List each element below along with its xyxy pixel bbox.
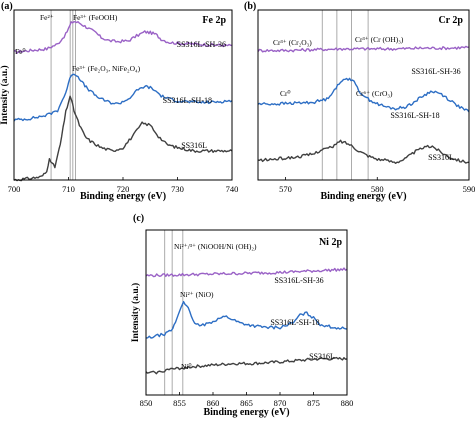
peak-annotation: Fe²⁺	[40, 13, 54, 22]
y-axis-label: Intensity (a.u.)	[0, 65, 10, 124]
x-tick-label: 720	[117, 184, 130, 194]
x-tick-label: 880	[341, 398, 354, 408]
peak-annotation: Cr⁶⁺ (CrO₃)	[356, 89, 393, 98]
x-axis-label: Binding energy (eV)	[80, 191, 166, 202]
plot-frame	[257, 9, 470, 181]
series-label: SS316L	[428, 153, 454, 162]
x-axis-label: Binding energy (eV)	[320, 191, 406, 202]
panel-title: Ni 2p	[319, 237, 343, 248]
peak-annotation: Ni²⁺ (NiO)	[180, 290, 214, 299]
x-tick-label: 700	[8, 184, 21, 194]
x-axis-label: Binding energy (eV)	[203, 407, 289, 418]
series-line-ss316l	[145, 356, 348, 375]
x-tick-label: 570	[279, 184, 292, 194]
y-axis-label: Intensity (a.u.)	[130, 283, 141, 342]
x-tick-label: 710	[62, 184, 75, 194]
series-line-ss316l	[13, 95, 233, 182]
peak-annotation: Fe⁰	[15, 47, 26, 56]
peak-annotation: Fe³⁺ (Fe₂O₃, NiFe₂O₄)	[72, 64, 141, 73]
peak-annotation: Cr³⁺ (Cr₂O₃)	[273, 38, 312, 47]
x-tick-label: 865	[240, 398, 253, 408]
series-line-ss316l-sh-18	[145, 300, 348, 339]
panel-label: (c)	[133, 213, 144, 224]
panel-title: Fe 2p	[202, 15, 226, 26]
x-tick-label: 580	[371, 184, 384, 194]
series-line-ss316l-sh-36	[257, 45, 469, 53]
x-tick-label: 860	[207, 398, 220, 408]
x-tick-label: 850	[140, 398, 153, 408]
series-label: SS316L-SH-18	[270, 318, 319, 327]
series-label: SS316L-SH-36	[177, 40, 226, 49]
series-label: SS316L-SH-18	[163, 96, 212, 105]
series-label: SS316L-SH-36	[274, 276, 323, 285]
plot-frame	[145, 229, 348, 396]
series-line-ss316l-sh-18	[13, 73, 233, 122]
series-label: SS316L-SH-18	[390, 111, 439, 120]
panel-label: (b)	[244, 1, 256, 12]
series-label: SS316L	[309, 352, 335, 361]
peak-annotation: Cr⁰	[280, 89, 291, 98]
panel-title: Cr 2p	[438, 15, 463, 26]
peak-annotation: Cr³⁺ (Cr (OH)₃)	[355, 35, 404, 44]
peak-annotation: Ni²⁺/³⁺ (NiOOH/Ni (OH)₂)	[174, 242, 257, 251]
series-line-ss316l-sh-18	[257, 77, 470, 113]
x-tick-label: 875	[307, 398, 320, 408]
series-label: SS316L	[181, 141, 207, 150]
x-tick-label: 740	[226, 184, 239, 194]
x-tick-label: 870	[274, 398, 287, 408]
panel-label: (a)	[1, 1, 13, 12]
series-line-ss316l-sh-36	[145, 267, 348, 278]
x-tick-label: 855	[173, 398, 186, 408]
x-tick-label: 590	[463, 184, 475, 194]
plot-frame	[13, 9, 233, 181]
series-label: SS316L-SH-36	[411, 67, 460, 76]
peak-annotation: Ni⁰	[181, 362, 192, 371]
series-line-ss316l	[257, 139, 470, 164]
x-tick-label: 730	[171, 184, 184, 194]
series-line-ss316l-sh-36	[13, 21, 233, 54]
peak-annotation: Fe³⁺ (FeOOH)	[73, 13, 118, 22]
